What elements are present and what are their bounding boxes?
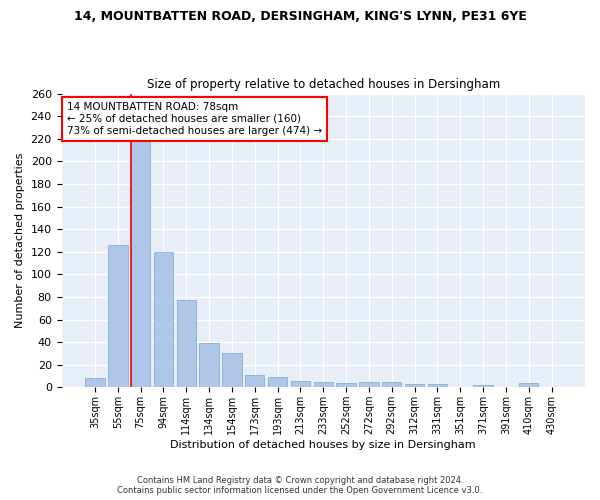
- Bar: [337, 383, 356, 388]
- Bar: [85, 378, 105, 388]
- Bar: [359, 382, 379, 388]
- Text: 14, MOUNTBATTEN ROAD, DERSINGHAM, KING'S LYNN, PE31 6YE: 14, MOUNTBATTEN ROAD, DERSINGHAM, KING'S…: [74, 10, 526, 23]
- Bar: [108, 245, 128, 388]
- Bar: [314, 382, 333, 388]
- Title: Size of property relative to detached houses in Dersingham: Size of property relative to detached ho…: [146, 78, 500, 91]
- Bar: [382, 382, 401, 388]
- Bar: [154, 252, 173, 388]
- Bar: [473, 385, 493, 388]
- X-axis label: Distribution of detached houses by size in Dersingham: Distribution of detached houses by size …: [170, 440, 476, 450]
- Bar: [131, 140, 151, 388]
- Bar: [291, 380, 310, 388]
- Bar: [176, 300, 196, 388]
- Bar: [519, 383, 538, 388]
- Bar: [268, 377, 287, 388]
- Y-axis label: Number of detached properties: Number of detached properties: [15, 152, 25, 328]
- Bar: [428, 384, 447, 388]
- Bar: [245, 375, 265, 388]
- Text: 14 MOUNTBATTEN ROAD: 78sqm
← 25% of detached houses are smaller (160)
73% of sem: 14 MOUNTBATTEN ROAD: 78sqm ← 25% of deta…: [67, 102, 322, 136]
- Bar: [222, 354, 242, 388]
- Text: Contains HM Land Registry data © Crown copyright and database right 2024.
Contai: Contains HM Land Registry data © Crown c…: [118, 476, 482, 495]
- Bar: [199, 343, 219, 388]
- Bar: [405, 384, 424, 388]
